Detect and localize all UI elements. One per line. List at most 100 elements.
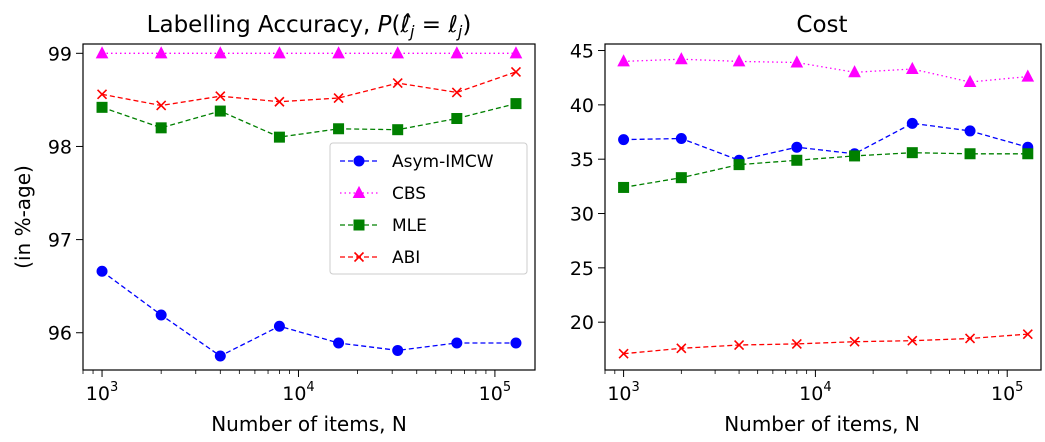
cost-title: Cost [796,12,847,38]
accuracy-mle-point [451,113,463,125]
legend-mle-label: MLE [392,216,427,236]
accuracy-cbs-point [95,46,109,59]
accuracy-mle-point [273,131,285,143]
accuracy-plot-frame [82,43,536,371]
cost-x-tick-label: 103 [607,380,639,405]
accuracy-cbs-point [450,46,464,59]
cost-panel: Cost Number of items, N 103 104 105 20 25 30 3… [570,12,1042,436]
accuracy-mle-point [333,123,345,135]
accuracy-abi-point [274,96,285,107]
legend: Asym-IMCW CBS MLE ABI [329,142,528,275]
accuracy-y-tick-label: 96 [48,323,72,345]
accuracy-mle-point [510,98,522,110]
cost-mle-point [849,150,861,162]
cost-y-tick-label: 45 [570,41,594,63]
cost-xlabel: Number of items, N [724,412,920,436]
legend-cbs-marker [352,185,366,198]
cost-asym-imcw-point [964,125,976,137]
cost-abi-point [734,339,745,351]
cost-y-tick-label: 20 [570,312,594,334]
accuracy-abi-point [451,87,462,98]
legend-abi-label: ABI [392,248,420,268]
cost-cbs-point [963,74,977,88]
cost-cbs-point [732,54,746,67]
legend-asym-imcw-marker [353,155,365,167]
cost-cbs-point [848,65,861,78]
cost-abi-point [676,343,687,354]
cost-y-tick-label: 35 [570,149,594,171]
cost-abi-point [907,335,918,346]
cost-x-tick-label: 105 [991,380,1023,405]
accuracy-asym-imcw-point [510,337,522,349]
cost-asym-imcw-line [623,122,1028,161]
accuracy-cbs-point [509,46,523,59]
cost-cbs-point [617,54,630,67]
cost-abi-point [849,336,860,347]
accuracy-cbs-point [332,46,345,59]
accuracy-mle-point [392,124,404,136]
accuracy-abi-point [510,66,522,78]
cost-abi-point [964,333,976,344]
cost-plot-frame [604,43,1042,371]
accuracy-x-tick-label: 104 [282,380,314,405]
cost-cbs-point [1021,69,1035,82]
accuracy-x-tick-label: 103 [86,380,118,405]
cost-mle-point [906,147,918,159]
cost-asym-imcw-point [906,117,918,129]
accuracy-y-tick-label: 97 [48,230,72,252]
cost-mle-point [1022,148,1034,160]
accuracy-cbs-point [213,46,227,59]
cost-cbs-point [905,61,919,74]
cost-abi-point [618,348,629,359]
cost-y-tick-label: 30 [570,204,594,226]
accuracy-abi-line [101,71,517,107]
cost-mle-point [791,154,803,166]
cost-asym-imcw-point [675,133,687,145]
cost-y-tick-label: 25 [570,258,594,280]
accuracy-asym-imcw-point [392,344,404,356]
cost-abi-line [623,333,1028,355]
accuracy-mle-point [155,122,167,134]
cost-cbs-point [790,55,804,68]
legend-cbs-label: CBS [392,184,426,204]
accuracy-ylabel: (in %-age) [11,165,35,269]
accuracy-abi-point [392,78,403,89]
cost-mle-line [623,152,1028,189]
cost-y-tick-label: 40 [570,95,594,117]
legend-frame [329,142,528,275]
cost-asym-imcw-point [791,141,803,153]
accuracy-mle-point [214,105,226,117]
cost-mle-point [675,172,687,184]
accuracy-y-tick-label: 98 [48,136,72,158]
accuracy-asym-imcw-line [101,270,516,357]
accuracy-abi-point [156,100,167,111]
accuracy-cbs-point [391,46,405,59]
cost-mle-point [964,148,976,160]
accuracy-cbs-point [154,46,168,59]
accuracy-y-tick-label: 99 [48,43,72,65]
cost-x-tick-label: 104 [799,380,831,405]
cost-asym-imcw-point [618,134,630,146]
legend-asym-imcw-label: Asym-IMCW [392,152,494,172]
cost-abi-point [791,338,802,349]
accuracy-asym-imcw-point [273,320,285,332]
accuracy-xlabel: Number of items, N [211,412,407,436]
accuracy-title: Labelling Accuracy, P(ℓ̂j = ℓj) [147,12,472,41]
accuracy-abi-point [215,91,226,102]
accuracy-mle-line [101,102,517,138]
accuracy-asym-imcw-point [155,309,167,321]
accuracy-mle-point [96,101,108,113]
accuracy-asym-imcw-point [214,350,226,362]
cost-abi-point [1022,329,1033,340]
accuracy-cbs-point [273,46,286,59]
accuracy-asym-imcw-point [333,337,345,349]
accuracy-abi-point [96,89,108,100]
accuracy-asym-imcw-point [96,265,108,277]
accuracy-x-tick-label: 105 [479,380,511,405]
legend-mle-marker [353,219,365,231]
accuracy-asym-imcw-point [451,337,463,349]
cost-mle-point [733,159,745,171]
cost-cbs-line [623,58,1028,83]
cost-mle-point [618,181,630,193]
